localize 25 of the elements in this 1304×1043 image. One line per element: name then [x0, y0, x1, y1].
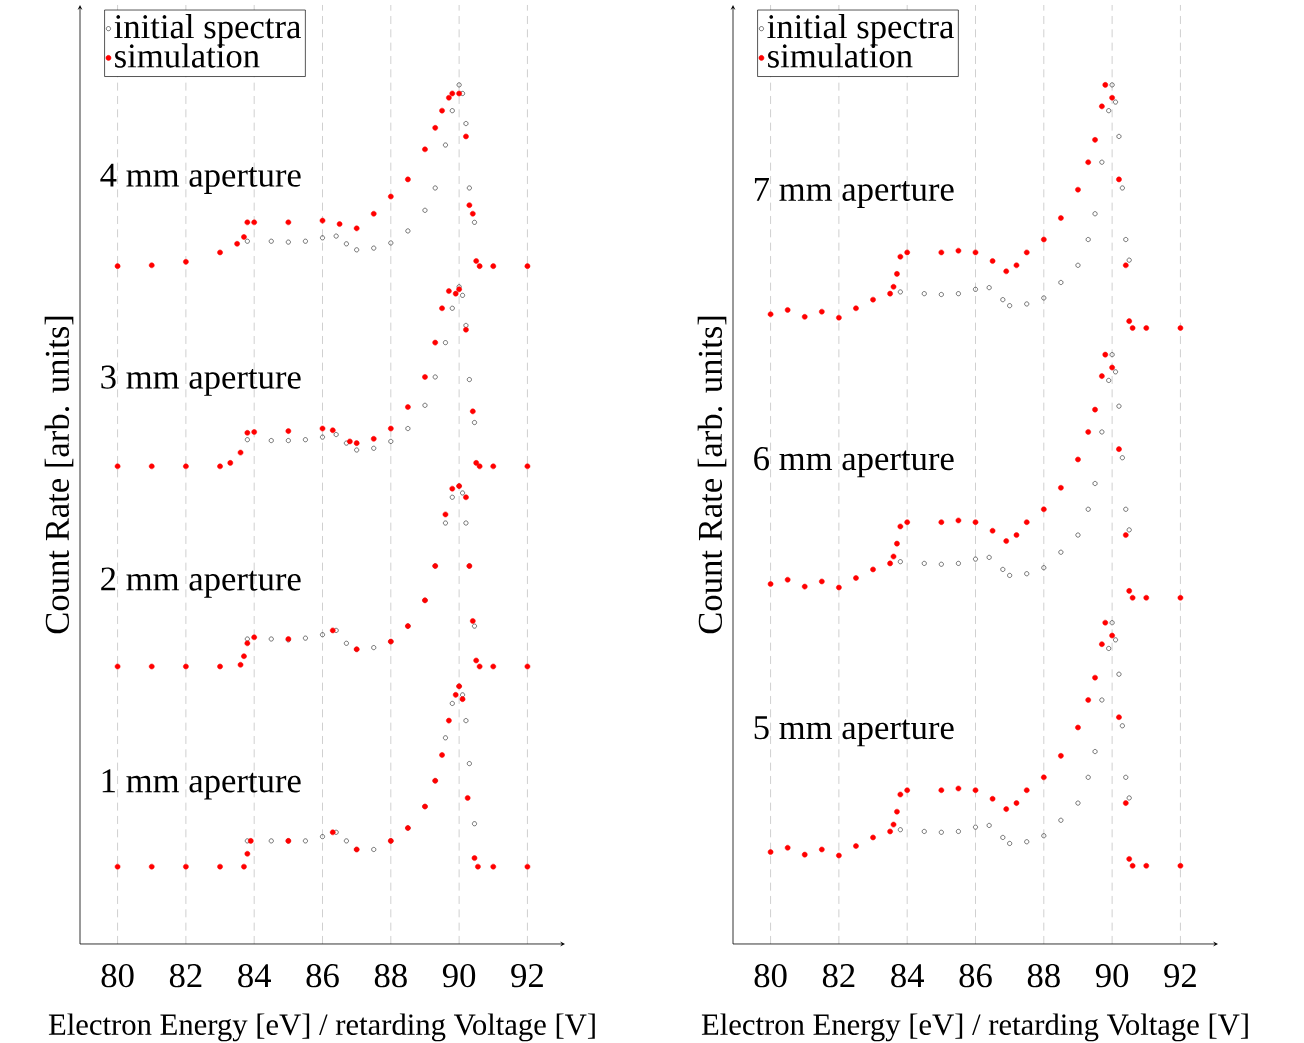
x-tick-label: 92	[511, 963, 543, 988]
annotation: 1 mm aperture	[102, 769, 301, 800]
annotation: 4 mm aperture	[100, 163, 301, 194]
y-axis-title: Count Rate [arb. units]	[44, 316, 74, 634]
x-axis-title: Electron Energy [eV] / retarding Voltage [V]	[48, 1013, 595, 1042]
x-axis-title: Electron Energy [eV] / retarding Voltage [V]	[701, 1013, 1248, 1042]
y-axis-title: Count Rate [arb. units]	[697, 316, 727, 634]
x-tick-label: 84	[891, 963, 924, 988]
x-tick-label: 80	[754, 963, 787, 988]
annotation: 6 mm aperture	[754, 447, 954, 478]
x-tick-label: 88	[1027, 963, 1060, 988]
x-tick-label: 82	[822, 963, 855, 988]
x-tick-label: 84	[238, 963, 271, 988]
annotation: 5 mm aperture	[754, 716, 954, 747]
x-tick-label: 80	[101, 963, 134, 988]
x-tick-label: 82	[169, 963, 202, 988]
annotation: 3 mm aperture	[101, 365, 301, 396]
annotation: 7 mm aperture	[754, 177, 954, 209]
x-tick-label: 86	[959, 963, 992, 988]
x-tick-label: 90	[442, 963, 476, 988]
x-tick-label: 92	[1164, 963, 1196, 988]
x-tick-label: 88	[374, 963, 407, 988]
x-tick-label: 90	[1095, 963, 1129, 988]
annotation: 2 mm aperture	[101, 567, 301, 598]
x-tick-label: 86	[306, 963, 339, 988]
